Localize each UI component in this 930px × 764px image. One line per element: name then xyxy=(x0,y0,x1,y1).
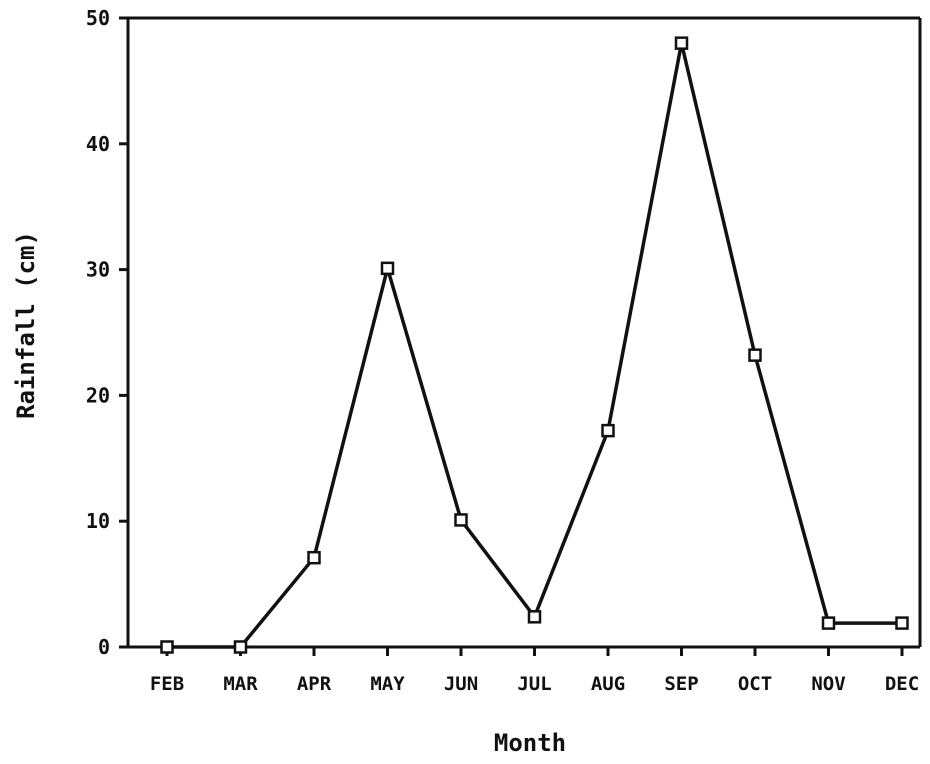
data-point-marker xyxy=(895,616,909,630)
y-axis-ticks: 0 10 20 30 40 50 xyxy=(86,6,128,659)
data-point-marker xyxy=(233,640,248,654)
x-axis-title: Month xyxy=(494,729,566,757)
x-tick-label: JUL xyxy=(517,673,551,695)
series-group xyxy=(160,36,909,654)
x-tick-label: MAR xyxy=(223,673,258,695)
y-tick-label: 0 xyxy=(98,635,110,659)
data-point-marker xyxy=(160,640,174,654)
data-point-marker xyxy=(674,36,689,50)
data-point-marker xyxy=(380,261,395,276)
data-point-marker xyxy=(527,610,542,624)
data-point-marker xyxy=(601,423,615,438)
data-point-marker xyxy=(821,616,836,630)
x-tick-label: APR xyxy=(297,673,332,695)
x-tick-label: DEC xyxy=(885,673,919,695)
axes xyxy=(126,16,922,649)
y-tick-label: 40 xyxy=(86,132,110,156)
y-tick-label: 20 xyxy=(86,383,110,407)
series-line xyxy=(167,41,902,649)
x-axis-ticks: FEB MAR APR MAY JUN JUL AUG SEP OCT NOV DEC xyxy=(150,647,919,695)
x-tick-label: SEP xyxy=(664,673,698,695)
y-axis-title: Rainfall (cm) xyxy=(12,231,40,419)
data-point-marker xyxy=(307,550,321,565)
data-point-marker xyxy=(454,513,468,527)
x-tick-label: MAY xyxy=(370,673,405,695)
x-tick-label: OCT xyxy=(738,673,772,695)
y-tick-label: 30 xyxy=(86,258,110,282)
y-tick-label: 10 xyxy=(86,509,110,533)
y-tick-label: 50 xyxy=(86,6,110,30)
x-tick-label: NOV xyxy=(811,673,845,695)
x-tick-label: AUG xyxy=(591,673,625,695)
data-point-marker xyxy=(748,348,762,362)
x-tick-label: FEB xyxy=(150,673,184,695)
x-tick-label: JUN xyxy=(444,673,478,695)
